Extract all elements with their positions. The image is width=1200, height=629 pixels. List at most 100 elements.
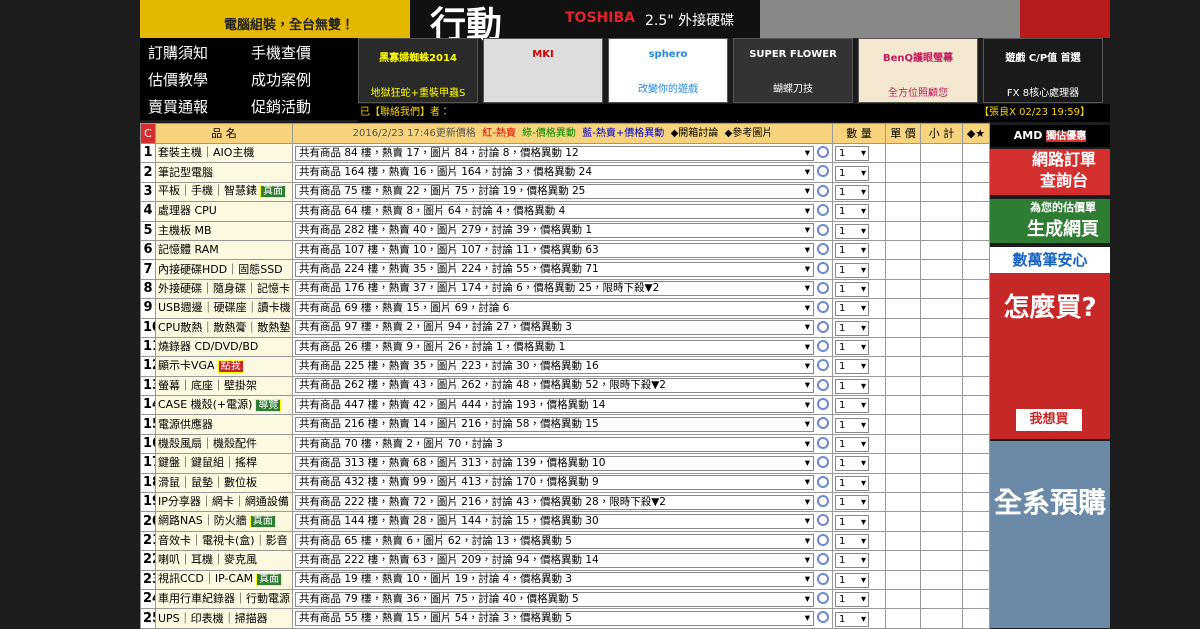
option-select[interactable]: 共有商品 313 樓，熱賣 68，圖片 313，討論 139，價格異動 10: [295, 455, 814, 471]
search-icon[interactable]: [817, 184, 829, 197]
badge[interactable]: 真面: [249, 515, 276, 529]
category-name[interactable]: 視訊CCD｜IP-CAM: [158, 572, 254, 586]
option-select[interactable]: 共有商品 164 樓，熱賣 16，圖片 164，討論 3，價格異動 24: [295, 165, 814, 181]
option-select[interactable]: 共有商品 282 樓，熱賣 40，圖片 279，討論 39，價格異動 1: [295, 223, 814, 239]
search-icon[interactable]: [817, 456, 829, 469]
search-icon[interactable]: [817, 514, 829, 527]
search-icon[interactable]: [817, 339, 829, 352]
search-icon[interactable]: [817, 146, 829, 158]
qty-select[interactable]: 1: [835, 514, 869, 530]
option-select[interactable]: 共有商品 107 樓，熱賣 10，圖片 107，討論 11，價格異動 63: [295, 242, 814, 258]
option-select[interactable]: 共有商品 64 樓，熱賣 8，圖片 64，討論 4，價格異動 4: [295, 203, 814, 219]
option-select[interactable]: 共有商品 447 樓，熱賣 42，圖片 444，討論 193，價格異動 14: [295, 397, 814, 413]
option-select[interactable]: 共有商品 144 樓，熱賣 28，圖片 144，討論 15，價格異動 30: [295, 514, 814, 530]
qty-select[interactable]: 1: [835, 184, 869, 200]
badge[interactable]: 真面: [260, 185, 286, 199]
ad-banner[interactable]: SUPER FLOWER 蝴蝶刀技: [733, 38, 853, 103]
search-icon[interactable]: [817, 301, 829, 314]
ad-banner[interactable]: 遊戲 C/P值 首選 FX 8核心處理器: [983, 38, 1103, 103]
qty-select[interactable]: 1: [835, 456, 869, 472]
contact[interactable]: 已【聯絡我們】者：: [360, 107, 450, 118]
qty-select[interactable]: 1: [835, 417, 869, 433]
qty-select[interactable]: 1: [835, 281, 869, 297]
search-icon[interactable]: [817, 417, 829, 430]
menu-item[interactable]: 訂購須知: [148, 44, 209, 62]
qty-select[interactable]: 1: [835, 572, 869, 588]
top-banner[interactable]: 電腦組裝，全台無雙！ 行動 TOSHIBA 2.5" 外接硬碟: [140, 0, 1110, 46]
category-name[interactable]: 主機板 MB: [158, 223, 212, 237]
qty-select[interactable]: 1: [835, 359, 869, 375]
ad-banner[interactable]: MKI: [483, 38, 603, 103]
option-select[interactable]: 共有商品 75 樓，熱賣 22，圖片 75，討論 19，價格異動 25: [295, 184, 814, 200]
how-ad[interactable]: 怎麼買? 我想買: [990, 273, 1110, 439]
menu-item[interactable]: 促銷活動: [251, 98, 312, 116]
qty-select[interactable]: 1: [835, 553, 869, 569]
category-name[interactable]: IP分享器｜網卡｜網通設備: [158, 495, 289, 509]
option-select[interactable]: 共有商品 176 樓，熱賣 37，圖片 174，討論 6，價格異動 25，限時下…: [295, 281, 814, 297]
search-icon[interactable]: [817, 475, 829, 488]
search-icon[interactable]: [817, 204, 829, 217]
category-name[interactable]: 內接硬碟HDD｜固態SSD: [158, 262, 283, 276]
option-select[interactable]: 共有商品 79 樓，熱賣 36，圖片 75，討論 40，價格異動 5: [295, 591, 814, 607]
qty-select[interactable]: 1: [835, 243, 869, 259]
search-icon[interactable]: [817, 320, 829, 333]
search-icon[interactable]: [817, 359, 829, 372]
category-name[interactable]: 處理器 CPU: [158, 204, 217, 218]
option-select[interactable]: 共有商品 55 樓，熱賣 15，圖片 54，討論 3，價格異動 5: [295, 611, 814, 627]
option-select[interactable]: 共有商品 65 樓，熱賣 6，圖片 62，討論 13，價格異動 5: [295, 533, 814, 549]
option-select[interactable]: 共有商品 84 樓，熱賣 17，圖片 84，討論 8，價格異動 12: [295, 145, 814, 161]
qty-select[interactable]: 1: [835, 378, 869, 394]
ad-banner[interactable]: 黑寡婦蜘蛛2014 地獄狂蛇+重裝甲蟲S: [358, 38, 478, 103]
qty-select[interactable]: 1: [835, 495, 869, 511]
category-name[interactable]: USB週邊｜硬碟座｜讀卡機: [158, 301, 291, 315]
preorder-ad[interactable]: 全系預購: [990, 441, 1110, 628]
qty-select[interactable]: 1: [835, 204, 869, 220]
buy-button[interactable]: 我想買: [1016, 409, 1082, 431]
option-select[interactable]: 共有商品 222 樓，熱賣 72，圖片 216，討論 43，價格異動 28，限時…: [295, 494, 814, 510]
category-name[interactable]: 音效卡｜電視卡(盒)｜影音: [158, 534, 288, 547]
badge[interactable]: 點我: [217, 359, 244, 373]
qty-select[interactable]: 1: [835, 165, 869, 181]
amd-ad[interactable]: AMD 獨佔優惠: [990, 125, 1110, 147]
search-icon[interactable]: [817, 495, 829, 508]
option-select[interactable]: 共有商品 216 樓，熱賣 14，圖片 216，討論 58，價格異動 15: [295, 417, 814, 433]
search-icon[interactable]: [817, 533, 829, 546]
qty-select[interactable]: 1: [835, 475, 869, 491]
qty-select[interactable]: 1: [835, 398, 869, 414]
search-icon[interactable]: [817, 262, 829, 275]
search-icon[interactable]: [817, 223, 829, 236]
search-icon[interactable]: [817, 591, 829, 604]
order-button[interactable]: 網路訂單 查詢台: [990, 149, 1110, 195]
qty-select[interactable]: 1: [835, 223, 869, 239]
option-select[interactable]: 共有商品 26 樓，熱賣 9，圖片 26，討論 1，價格異動 1: [295, 339, 814, 355]
menu-item[interactable]: 估價教學: [148, 71, 209, 89]
qty-select[interactable]: 1: [835, 592, 869, 608]
option-select[interactable]: 共有商品 222 樓，熱賣 63，圖片 209，討論 94，價格異動 14: [295, 552, 814, 568]
option-select[interactable]: 共有商品 224 樓，熱賣 35，圖片 224，討論 55，價格異動 71: [295, 262, 814, 278]
search-icon[interactable]: [817, 572, 829, 585]
category-name[interactable]: UPS｜印表機｜掃描器: [158, 611, 268, 625]
badge[interactable]: 真面: [256, 573, 283, 587]
category-name[interactable]: 機殼風扇｜機殼配件: [158, 437, 257, 451]
qty-select[interactable]: 1: [835, 320, 869, 336]
menu-item[interactable]: 賣買通報: [148, 98, 209, 116]
category-name[interactable]: CPU散熱｜散熱膏｜散熱墊: [158, 320, 291, 334]
category-name[interactable]: 筆記型電腦: [158, 165, 213, 179]
category-name[interactable]: 車用行車紀錄器｜行動電源: [158, 592, 290, 606]
category-name[interactable]: 套裝主機｜AIO主機: [158, 146, 255, 160]
category-name[interactable]: 網路NAS｜防火牆: [158, 514, 247, 528]
option-select[interactable]: 共有商品 70 樓，熱賣 2，圖片 70，討論 3: [295, 436, 814, 452]
category-name[interactable]: 平板｜手機｜智慧錶: [158, 184, 257, 198]
option-select[interactable]: 共有商品 69 樓，熱賣 15，圖片 69，討論 6: [295, 300, 814, 316]
category-name[interactable]: 外接硬碟｜隨身碟｜記憶卡: [158, 281, 290, 295]
search-icon[interactable]: [817, 378, 829, 391]
search-icon[interactable]: [817, 436, 829, 449]
option-select[interactable]: 共有商品 19 樓，熱賣 10，圖片 19，討論 4，價格異動 3: [295, 572, 814, 588]
search-icon[interactable]: [817, 165, 829, 178]
search-icon[interactable]: [817, 398, 829, 411]
qty-select[interactable]: 1: [835, 437, 869, 453]
category-name[interactable]: CASE 機殼(+電源): [158, 397, 253, 411]
menu-item[interactable]: 成功案例: [251, 71, 312, 89]
qty-select[interactable]: 1: [835, 340, 869, 356]
ad-banner[interactable]: BenQ護眼螢幕 全方位照顧您: [858, 38, 978, 103]
